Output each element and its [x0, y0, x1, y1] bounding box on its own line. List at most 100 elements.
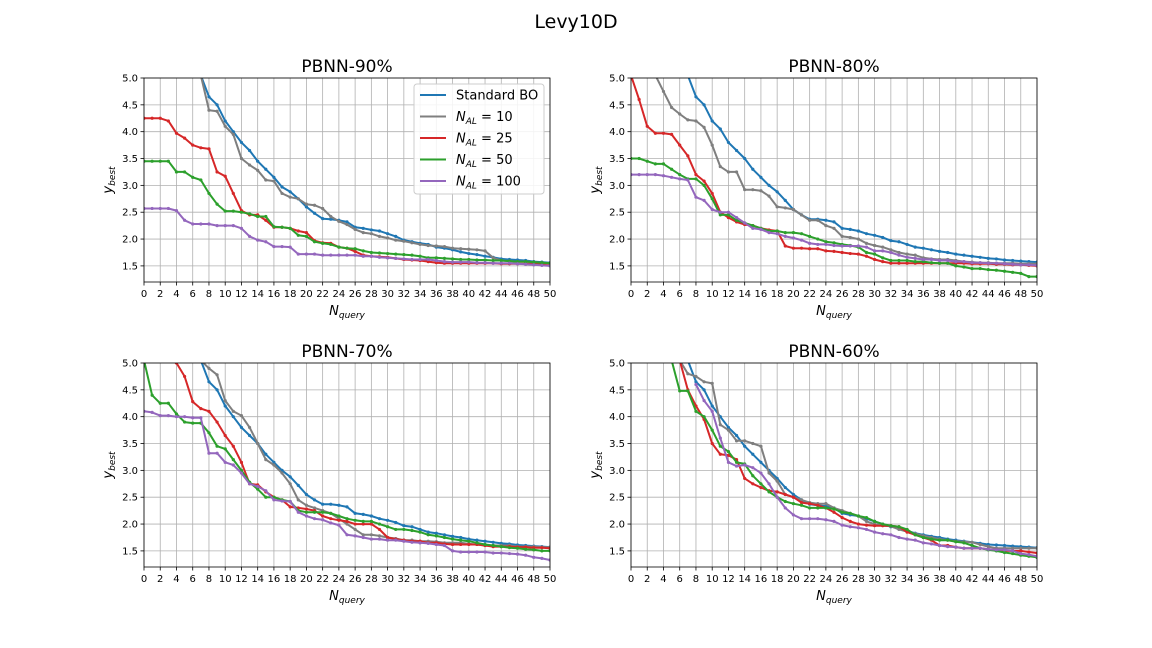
subplot-pbnn-90: 0 2 4 6 8 10 12 14 16 18 20 22 24 26 28 30 32 34 36 38 40 42 4…	[101, 57, 556, 321]
data-point	[524, 547, 528, 551]
data-point	[483, 249, 487, 253]
data-point	[361, 254, 365, 258]
data-point	[296, 233, 300, 237]
data-point	[174, 209, 179, 213]
data-point	[264, 489, 268, 493]
data-point	[239, 226, 244, 230]
data-point	[207, 95, 211, 99]
data-point	[767, 490, 771, 494]
data-point	[816, 237, 820, 241]
data-point	[937, 261, 942, 265]
data-point	[897, 527, 901, 532]
x-tick-label: 26	[836, 289, 849, 300]
x-tick-label: 28	[365, 574, 378, 585]
data-point	[304, 205, 308, 209]
data-point	[369, 232, 373, 236]
grid	[143, 362, 551, 567]
data-point	[937, 543, 942, 548]
data-point	[661, 162, 666, 166]
data-point	[467, 251, 471, 256]
data-point	[962, 253, 966, 257]
data-point	[726, 210, 731, 214]
data-point	[231, 409, 235, 413]
data-point	[799, 517, 804, 521]
data-point	[686, 389, 690, 393]
x-tick-label: 20	[787, 289, 800, 300]
data-point	[734, 170, 739, 174]
x-tick-label: 46	[998, 574, 1011, 585]
data-point	[694, 119, 698, 123]
x-tick-label: 40	[462, 574, 475, 585]
data-point	[783, 244, 787, 248]
x-tick-label: 18	[771, 574, 784, 585]
data-point	[264, 178, 268, 182]
data-point	[329, 502, 333, 506]
data-point	[264, 167, 268, 171]
data-point	[483, 258, 487, 262]
data-point	[946, 545, 950, 549]
x-tick-label: 12	[722, 289, 735, 300]
data-point	[759, 189, 763, 193]
data-point	[897, 535, 901, 540]
series-group	[671, 359, 1037, 559]
data-point	[678, 389, 682, 393]
data-point	[905, 258, 909, 263]
data-point	[848, 511, 852, 515]
data-point	[808, 517, 812, 521]
data-point	[540, 261, 544, 265]
x-tick-label: 34	[414, 574, 427, 585]
data-point	[353, 518, 357, 522]
data-point	[694, 380, 698, 384]
data-point	[312, 510, 317, 514]
y-tick-label: 4.0	[122, 412, 138, 423]
data-point	[361, 522, 365, 526]
data-point	[921, 541, 925, 545]
data-point	[312, 252, 317, 256]
data-point	[394, 238, 398, 242]
data-point	[239, 414, 244, 418]
grid	[630, 362, 1038, 567]
data-point	[864, 232, 869, 236]
data-point	[264, 214, 268, 219]
data-point	[686, 359, 689, 362]
data-point	[718, 423, 722, 427]
data-point	[1027, 546, 1031, 550]
data-point	[361, 519, 365, 523]
data-point	[921, 535, 925, 540]
data-point	[353, 247, 357, 251]
x-tick-label: 28	[852, 574, 865, 585]
data-point	[353, 249, 357, 253]
data-point	[864, 250, 869, 255]
data-point	[215, 224, 219, 228]
data-point	[142, 359, 145, 362]
data-point	[377, 251, 382, 255]
data-point	[1002, 258, 1007, 262]
data-point	[296, 483, 300, 487]
data-point	[450, 542, 455, 547]
data-point	[345, 220, 349, 224]
data-point	[710, 191, 714, 196]
y-axis-label: ybest	[588, 166, 605, 195]
x-tick-label: 2	[644, 574, 650, 585]
data-point	[369, 522, 373, 526]
data-point	[524, 553, 528, 557]
data-point	[183, 374, 187, 379]
x-tick-label: 20	[300, 289, 313, 300]
data-point	[1011, 549, 1015, 553]
data-point	[272, 244, 276, 249]
data-point	[223, 119, 227, 123]
data-point	[832, 510, 836, 514]
data-point	[808, 241, 812, 245]
data-point	[775, 490, 779, 494]
data-point	[743, 221, 747, 225]
data-point	[824, 242, 828, 247]
x-tick-label: 14	[251, 574, 264, 585]
data-point	[864, 516, 869, 520]
data-point	[856, 252, 860, 256]
data-point	[199, 146, 203, 150]
x-tick-label: 24	[333, 289, 346, 300]
data-point	[978, 261, 982, 265]
y-tick-label: 1.5	[122, 546, 138, 557]
x-tick-label: 16	[755, 574, 768, 585]
data-point	[475, 541, 479, 545]
